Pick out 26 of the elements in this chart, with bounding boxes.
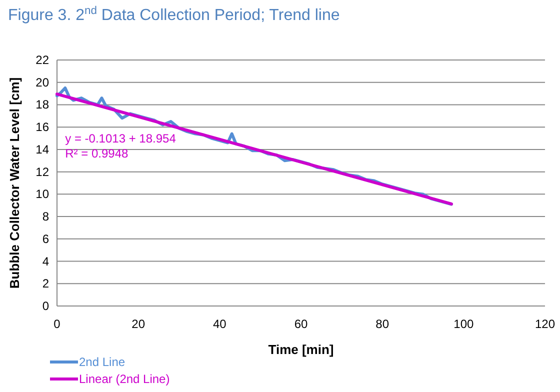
y-tick-label: 18 [36, 98, 50, 112]
y-tick-label: 22 [36, 53, 50, 67]
y-tick-label: 2 [42, 276, 50, 291]
y-tick-label: 4 [42, 254, 50, 268]
y-axis-title: Bubble Collector Water Level [cm] [7, 77, 22, 289]
y-tick-label: 0 [42, 299, 50, 313]
legend-label: Linear (2nd Line) [79, 372, 170, 386]
y-tick-label: 8 [42, 210, 50, 224]
y-tick-label: 16 [36, 120, 50, 134]
chart-title: Figure 3. 2$^{nd}$ Data Collection Period; Trend line [8, 5, 340, 24]
x-axis-title: Time [min] [268, 342, 334, 357]
x-tick-label: 0 [54, 317, 61, 331]
y-tick-label: 10 [36, 187, 50, 202]
x-tick-label: 60 [294, 317, 308, 331]
x-tick-label: 120 [534, 317, 556, 331]
x-tick-label: 100 [454, 317, 474, 331]
y-tick-label: 14 [36, 142, 50, 156]
y-tick-label: 12 [36, 164, 50, 179]
x-tick-label: 20 [132, 317, 146, 331]
annotation: R² = 0.9948 [65, 146, 128, 161]
annotation: y = -0.1013 + 18.954 [65, 132, 176, 146]
y-tick-label: 20 [36, 75, 50, 90]
y-tick-label: 6 [42, 232, 50, 246]
legend-label: 2nd Line [79, 355, 126, 369]
x-tick-label: 80 [376, 317, 390, 331]
x-tick-label: 40 [212, 317, 227, 331]
